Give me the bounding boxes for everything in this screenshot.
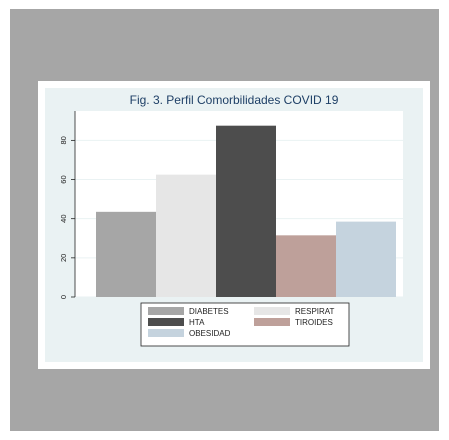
y-axis-ticks: 0 20 40 60 80 [59,136,75,299]
bar-tiroides [276,235,336,297]
legend-label-tiroides: TIROIDES [295,318,333,327]
legend-swatch-hta [148,318,184,326]
y-tick-label: 80 [59,136,68,144]
chart-title: Fig. 3. Perfil Comorbilidades COVID 19 [130,93,339,107]
legend-label-obesidad: OBESIDAD [189,329,231,338]
y-tick-label: 0 [59,295,68,299]
legend-swatch-respirat [254,307,290,315]
bars [96,125,396,298]
legend-items: DIABETES RESPIRAT HTA TIROIDES OBESIDAD [148,307,335,338]
legend-swatch-obesidad [148,329,184,337]
bar-diabetes [96,211,156,297]
legend-label-diabetes: DIABETES [189,307,229,316]
bar-chart: Fig. 3. Perfil Comorbilidades COVID 19 0… [59,93,403,347]
legend-label-hta: HTA [189,318,205,327]
bar-obesidad [336,221,396,297]
legend-swatch-diabetes [148,307,184,315]
legend: DIABETES RESPIRAT HTA TIROIDES OBESIDAD [140,302,350,347]
y-tick-label: 40 [59,215,68,223]
legend-label-respirat: RESPIRAT [295,307,335,316]
figure-card: Fig. 3. Perfil Comorbilidades COVID 19 0… [38,81,430,369]
y-tick-label: 20 [59,254,68,262]
bar-respirat [156,174,216,297]
legend-swatch-tiroides [254,318,290,326]
bar-hta [216,125,276,298]
y-tick-label: 60 [59,175,68,183]
